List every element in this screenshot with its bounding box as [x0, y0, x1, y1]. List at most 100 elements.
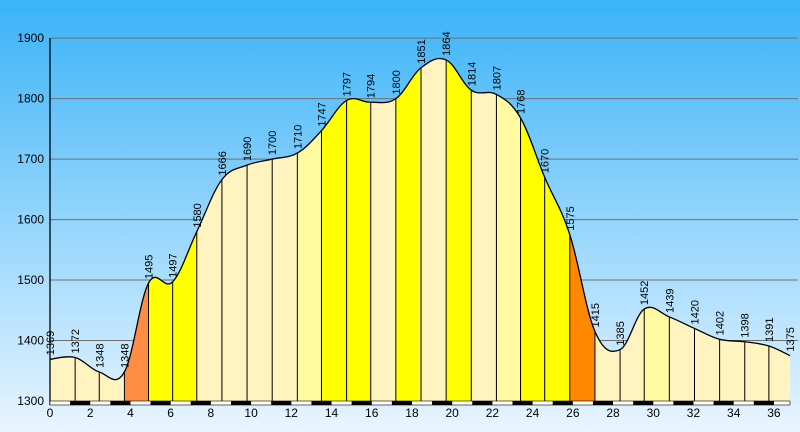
elevation-label: 1710 — [292, 125, 304, 149]
elevation-label: 1348 — [94, 343, 106, 367]
profile-segment — [569, 234, 595, 401]
elevation-label: 1794 — [366, 74, 378, 98]
scale-bar-block — [311, 401, 332, 405]
profile-segment — [768, 345, 790, 401]
x-tick-labels: 0 2 4 6 8 10 12 14 16 18 20 22 24 26 28 30 32 34 36 — [47, 406, 781, 420]
x-tick-label: 2 — [87, 406, 94, 420]
scale-bar-block — [753, 401, 774, 405]
x-tick-label: 28 — [606, 406, 620, 420]
profile-segment — [172, 231, 197, 401]
elevation-label: 1452 — [639, 281, 651, 305]
scale-bar-block — [552, 401, 573, 405]
profile-segment — [544, 177, 570, 401]
scale-bar-base — [49, 400, 791, 406]
elevation-label: 1415 — [590, 303, 602, 327]
elevation-data-labels: 1369 1372 1348 1348 1495 1497 1580 1666 1690 1700… — [45, 31, 797, 368]
profile-segment — [496, 94, 521, 401]
x-tick-label: 4 — [127, 406, 134, 420]
elevation-label: 1385 — [615, 321, 627, 345]
distance-scale-bar — [49, 400, 791, 406]
scale-bar-block — [633, 401, 654, 405]
profile-segment — [272, 153, 298, 401]
elevation-label: 1747 — [316, 102, 328, 126]
segment-dividers — [74, 59, 770, 401]
profile-segment — [196, 179, 222, 401]
x-tick-label: 36 — [767, 406, 781, 420]
scale-bar-block — [271, 401, 292, 405]
profile-segment — [471, 90, 497, 402]
y-tick-label: 1500 — [17, 273, 44, 287]
elevation-label: 1348 — [119, 343, 131, 367]
scale-bar-block — [592, 401, 614, 405]
profile-segment — [370, 98, 396, 401]
profile-segment — [124, 283, 149, 401]
x-tick-label: 20 — [445, 406, 459, 420]
profile-segment — [395, 67, 422, 402]
elevation-label: 1851 — [416, 39, 428, 63]
elevation-label: 1575 — [565, 206, 577, 230]
profile-segment — [221, 165, 248, 401]
elevation-label: 1439 — [664, 288, 676, 312]
x-tick-label: 0 — [47, 406, 54, 420]
profile-outline — [49, 57, 791, 381]
profile-segment — [75, 357, 100, 401]
elevation-label: 1864 — [441, 31, 453, 55]
elevation-label: 1800 — [391, 70, 403, 94]
scale-bar-block — [391, 401, 412, 405]
elevation-label: 1700 — [267, 131, 279, 155]
profile-segment — [148, 277, 173, 401]
profile-segments — [50, 58, 790, 402]
profile-segment — [421, 58, 447, 401]
profile-segment — [297, 130, 322, 401]
profile-segment — [247, 159, 273, 401]
elevation-label: 1497 — [168, 253, 180, 277]
x-tick-label: 16 — [365, 406, 379, 420]
x-tick-label: 34 — [727, 406, 741, 420]
y-tick-label: 1700 — [17, 152, 44, 166]
profile-segment — [446, 59, 472, 402]
scale-bar-block — [713, 401, 734, 405]
elevation-label: 1369 — [45, 331, 57, 355]
scale-bar-block — [472, 401, 493, 405]
y-tick-label: 1400 — [17, 334, 44, 348]
elevation-label: 1402 — [715, 311, 727, 335]
elevation-label: 1372 — [70, 329, 82, 353]
profile-segment — [669, 316, 695, 401]
scale-bar-block — [150, 401, 171, 405]
x-tick-label: 6 — [167, 406, 174, 420]
profile-segment — [594, 331, 621, 401]
profile-segment — [644, 307, 670, 401]
elevation-label: 1807 — [491, 66, 503, 90]
profile-segment — [50, 356, 76, 401]
x-tick-label: 18 — [405, 406, 419, 420]
profile-segment — [694, 328, 720, 401]
profile-segment — [520, 117, 545, 401]
scale-bar-block — [70, 401, 91, 405]
y-tick-labels: 1300 1400 1500 1600 1700 1800 1900 — [17, 31, 44, 408]
profile-segment — [719, 339, 745, 401]
elevation-label: 1580 — [192, 203, 204, 227]
x-tick-label: 12 — [285, 406, 299, 420]
profile-segment — [620, 309, 645, 401]
y-tick-label: 1900 — [17, 31, 44, 45]
elevation-label: 1375 — [785, 327, 797, 351]
x-tick-label: 10 — [244, 406, 258, 420]
elevation-label: 1814 — [466, 62, 478, 86]
scale-bar-block — [673, 401, 694, 405]
x-tick-label: 30 — [647, 406, 661, 420]
profile-segment — [321, 100, 347, 401]
x-tick-label: 24 — [526, 406, 540, 420]
x-tick-label: 32 — [687, 406, 701, 420]
y-tick-label: 1600 — [17, 213, 44, 227]
x-tick-label: 26 — [566, 406, 580, 420]
profile-segment — [346, 98, 371, 402]
y-tick-label: 1300 — [17, 394, 44, 408]
elevation-label: 1420 — [689, 300, 701, 324]
elevation-label: 1398 — [740, 313, 752, 337]
elevation-label: 1690 — [242, 137, 254, 161]
scale-bar-block — [351, 401, 372, 405]
scale-bar-block — [432, 401, 453, 405]
elevation-label: 1797 — [342, 72, 354, 96]
x-tick-label: 14 — [325, 406, 339, 420]
